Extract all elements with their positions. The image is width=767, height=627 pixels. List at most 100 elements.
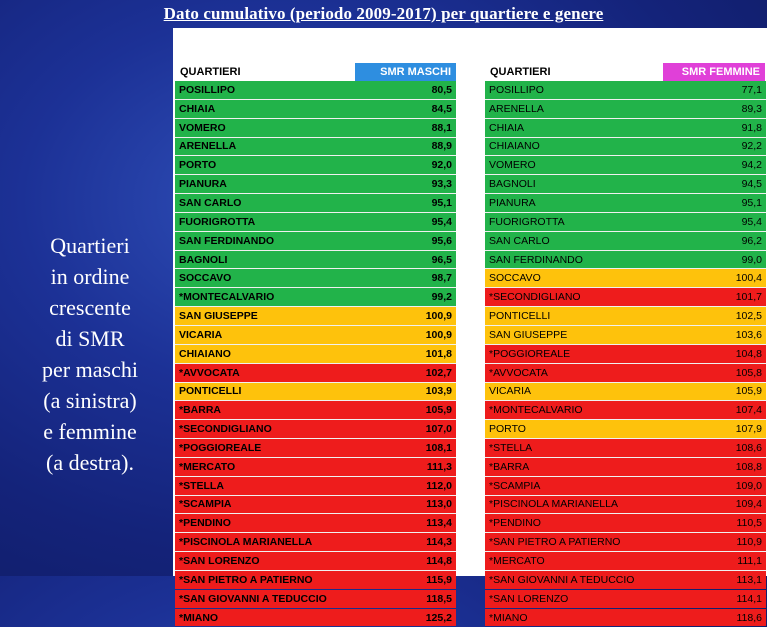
smr-value: 95,1 bbox=[669, 193, 766, 213]
spreadsheet: QUARTIERI SMR MASCHI QUARTIERI SMR FEMMI… bbox=[173, 28, 767, 627]
table-row: *SECONDIGLIANO 101,7 bbox=[485, 287, 766, 308]
quartiere-name: *MIANO bbox=[175, 608, 359, 627]
quartiere-name: POSILLIPO bbox=[485, 81, 669, 100]
quartiere-name: SAN FERDINANDO bbox=[175, 231, 359, 251]
smr-value: 94,5 bbox=[669, 174, 766, 195]
table-row: PORTO 92,0 bbox=[175, 155, 456, 176]
table-row: PONTICELLI 103,9 bbox=[175, 382, 456, 402]
smr-value: 77,1 bbox=[669, 81, 766, 100]
quartiere-name: *PISCINOLA MARIANELLA bbox=[485, 495, 669, 515]
smr-value: 101,8 bbox=[359, 344, 456, 364]
table-row: FUORIGROTTA 95,4 bbox=[175, 212, 456, 232]
table-row: *BARRA 105,9 bbox=[175, 400, 456, 421]
smr-value: 107,9 bbox=[669, 419, 766, 440]
smr-value: 110,5 bbox=[669, 513, 766, 534]
smr-maschi-table: POSILLIPO 80,5 CHIAIA 84,5 VOMERO 88,1 ARENELL… bbox=[175, 81, 456, 627]
table-row: *AVVOCATA 102,7 bbox=[175, 363, 456, 383]
quartiere-name: PORTO bbox=[485, 419, 669, 440]
table-row: CHIAIA 91,8 bbox=[485, 118, 766, 138]
quartiere-name: *PISCINOLA MARIANELLA bbox=[175, 532, 359, 553]
table-row: SAN GIUSEPPE 100,9 bbox=[175, 306, 456, 326]
quartiere-name: *SECONDIGLIANO bbox=[485, 287, 669, 308]
smr-value: 114,1 bbox=[669, 589, 766, 609]
table-row: *SAN GIOVANNI A TEDUCCIO 118,5 bbox=[175, 589, 456, 609]
side-caption-line: crescente bbox=[49, 295, 131, 320]
quartiere-name: CHIAIANO bbox=[175, 344, 359, 364]
smr-value: 125,2 bbox=[359, 608, 456, 627]
quartiere-name: *SAN GIOVANNI A TEDUCCIO bbox=[175, 589, 359, 609]
table-row: FUORIGROTTA 95,4 bbox=[485, 212, 766, 232]
table-row: *POGGIOREALE 104,8 bbox=[485, 344, 766, 364]
side-caption-line: Quartieri bbox=[50, 233, 130, 258]
table-row: *POGGIOREALE 108,1 bbox=[175, 438, 456, 458]
quartiere-name: *SCAMPIA bbox=[485, 476, 669, 496]
smr-value: 105,9 bbox=[669, 382, 766, 402]
quartiere-name: SAN FERDINANDO bbox=[485, 250, 669, 270]
quartiere-name: SOCCAVO bbox=[175, 268, 359, 289]
smr-value: 103,6 bbox=[669, 325, 766, 345]
smr-value: 80,5 bbox=[359, 81, 456, 100]
smr-value: 91,8 bbox=[669, 118, 766, 138]
quartiere-name: *AVVOCATA bbox=[175, 363, 359, 383]
quartiere-name: *MONTECALVARIO bbox=[175, 287, 359, 308]
table-row: SOCCAVO 98,7 bbox=[175, 268, 456, 289]
table-row: ARENELLA 88,9 bbox=[175, 137, 456, 157]
table-row: SAN CARLO 95,1 bbox=[175, 193, 456, 213]
smr-value: 114,3 bbox=[359, 532, 456, 553]
smr-femmine-table: POSILLIPO 77,1 ARENELLA 89,3 CHIAIA 91,8 CHIAI… bbox=[485, 81, 766, 627]
smr-value: 100,9 bbox=[359, 325, 456, 345]
smr-value: 93,3 bbox=[359, 174, 456, 195]
table-row: SOCCAVO 100,4 bbox=[485, 268, 766, 289]
smr-value: 115,9 bbox=[359, 570, 456, 590]
quartiere-name: *MERCATO bbox=[175, 457, 359, 477]
quartiere-name: *POGGIOREALE bbox=[485, 344, 669, 364]
quartiere-name: *PENDINO bbox=[485, 513, 669, 534]
table-row: SAN GIUSEPPE 103,6 bbox=[485, 325, 766, 345]
quartiere-name: SAN CARLO bbox=[485, 231, 669, 251]
quartiere-name: SAN GIUSEPPE bbox=[485, 325, 669, 345]
quartiere-name: *SAN PIETRO A PATIERNO bbox=[175, 570, 359, 590]
quartiere-name: BAGNOLI bbox=[485, 174, 669, 195]
smr-value: 92,0 bbox=[359, 155, 456, 176]
table-row: SAN FERDINANDO 95,6 bbox=[175, 231, 456, 251]
right-header-quartieri: QUARTIERI bbox=[485, 63, 667, 81]
smr-value: 99,0 bbox=[669, 250, 766, 270]
quartiere-name: *MERCATO bbox=[485, 551, 669, 571]
smr-value: 111,1 bbox=[669, 551, 766, 571]
quartiere-name: SAN GIUSEPPE bbox=[175, 306, 359, 326]
table-row: VOMERO 88,1 bbox=[175, 118, 456, 138]
quartiere-name: *BARRA bbox=[485, 457, 669, 477]
quartiere-name: CHIAIANO bbox=[485, 137, 669, 157]
quartiere-name: VOMERO bbox=[485, 155, 669, 176]
table-row: *SAN GIOVANNI A TEDUCCIO 113,1 bbox=[485, 570, 766, 590]
quartiere-name: *MONTECALVARIO bbox=[485, 400, 669, 421]
quartiere-name: CHIAIA bbox=[485, 118, 669, 138]
smr-value: 113,0 bbox=[359, 495, 456, 515]
page-title: Dato cumulativo (periodo 2009-2017) per … bbox=[163, 4, 604, 23]
table-row: *AVVOCATA 105,8 bbox=[485, 363, 766, 383]
table-row: *SCAMPIA 109,0 bbox=[485, 476, 766, 496]
smr-value: 109,4 bbox=[669, 495, 766, 515]
side-caption-line: (a sinistra) bbox=[43, 388, 137, 413]
quartiere-name: *MIANO bbox=[485, 608, 669, 627]
table-row: VICARIA 100,9 bbox=[175, 325, 456, 345]
smr-value: 111,3 bbox=[359, 457, 456, 477]
quartiere-name: *POGGIOREALE bbox=[175, 438, 359, 458]
table-row: *STELLA 112,0 bbox=[175, 476, 456, 496]
smr-value: 95,1 bbox=[359, 193, 456, 213]
quartiere-name: PIANURA bbox=[175, 174, 359, 195]
table-row: *BARRA 108,8 bbox=[485, 457, 766, 477]
quartiere-name: *SAN PIETRO A PATIERNO bbox=[485, 532, 669, 553]
table-row: CHIAIA 84,5 bbox=[175, 99, 456, 119]
table-row: POSILLIPO 77,1 bbox=[485, 81, 766, 100]
quartiere-name: VICARIA bbox=[485, 382, 669, 402]
smr-value: 99,2 bbox=[359, 287, 456, 308]
table-row: SAN FERDINANDO 99,0 bbox=[485, 250, 766, 270]
quartiere-name: *BARRA bbox=[175, 400, 359, 421]
smr-value: 102,7 bbox=[359, 363, 456, 383]
smr-value: 118,5 bbox=[359, 589, 456, 609]
table-row: PIANURA 93,3 bbox=[175, 174, 456, 195]
smr-value: 110,9 bbox=[669, 532, 766, 553]
table-row: CHIAIANO 101,8 bbox=[175, 344, 456, 364]
table-row: VOMERO 94,2 bbox=[485, 155, 766, 176]
